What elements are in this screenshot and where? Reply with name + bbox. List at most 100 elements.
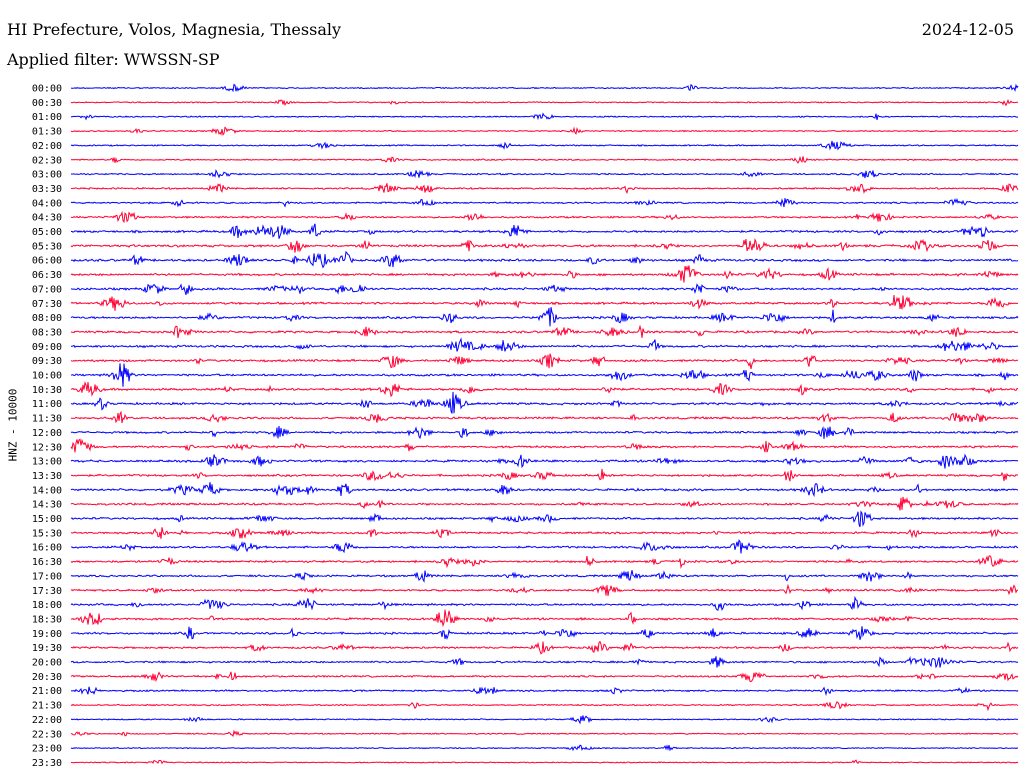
row-tick-label: 18:30 [32, 614, 62, 625]
trace-line [70, 626, 1018, 641]
row-tick-label: 15:30 [32, 528, 62, 539]
row-tick-label: 08:30 [32, 327, 62, 338]
row-tick-label: 01:00 [32, 112, 62, 123]
row-tick-label: 21:30 [32, 701, 62, 712]
row-tick-label: 09:00 [32, 342, 62, 353]
row-tick-label: 05:30 [32, 241, 62, 252]
row-tick-label: 13:00 [32, 457, 62, 468]
trace-line [70, 527, 1019, 539]
row-tick-label: 20:00 [32, 658, 62, 669]
trace-line [70, 283, 1019, 296]
trace-line [70, 112, 1019, 121]
trace-line [70, 183, 1019, 195]
trace-line [71, 729, 1019, 738]
row-tick-label: 03:00 [32, 170, 62, 181]
row-tick-label: 06:30 [32, 270, 62, 281]
row-tick-label: 13:30 [32, 471, 62, 482]
row-tick-label: 09:30 [32, 356, 62, 367]
trace-line [70, 640, 1019, 655]
row-tick-label: 06:00 [32, 256, 62, 267]
trace-line [70, 570, 1019, 583]
trace-line [70, 83, 1019, 93]
trace-line [70, 410, 1019, 424]
row-tick-label: 19:00 [32, 629, 62, 640]
trace-line [70, 197, 1019, 208]
trace-line [70, 155, 1019, 164]
trace-line [70, 425, 1019, 440]
trace-line [70, 353, 1019, 370]
filter-label: Applied filter: WWSSN-SP [7, 50, 220, 69]
trace-line [70, 381, 1019, 398]
trace-line [70, 539, 1019, 554]
trace-line [70, 656, 1019, 669]
trace-line [70, 510, 1019, 528]
row-tick-label: 15:00 [32, 514, 62, 525]
row-tick-label: 11:30 [32, 414, 62, 425]
trace-line [70, 168, 1019, 179]
row-tick-label: 02:30 [32, 155, 62, 166]
trace-line [70, 453, 1019, 469]
row-tick-label: 07:00 [32, 284, 62, 295]
trace-line [70, 140, 1019, 151]
row-tick-label: 12:30 [32, 442, 62, 453]
row-tick-label: 17:00 [32, 571, 62, 582]
row-tick-label: 01:30 [32, 127, 62, 138]
row-tick-label: 21:00 [32, 686, 62, 697]
trace-line [70, 237, 1019, 253]
trace-line [70, 496, 1019, 511]
trace-line [70, 759, 1019, 765]
trace-line [71, 363, 1019, 387]
row-tick-label: 23:00 [32, 744, 62, 755]
row-tick-label: 00:00 [32, 84, 62, 95]
row-tick-label: 08:00 [32, 313, 62, 324]
row-tick-label: 16:00 [32, 543, 62, 554]
row-tick-label: 14:00 [32, 485, 62, 496]
row-tick-label: 19:30 [32, 643, 62, 654]
row-tick-label: 23:30 [32, 758, 62, 769]
row-tick-label: 07:30 [32, 299, 62, 310]
record-date: 2024-12-05 [921, 20, 1014, 39]
trace-line [70, 701, 1019, 712]
trace-line [70, 223, 1019, 239]
trace-line [70, 210, 1019, 224]
row-tick-label: 22:00 [32, 715, 62, 726]
trace-line [70, 438, 1019, 453]
row-tick-label: 17:30 [32, 586, 62, 597]
row-tick-label: 20:30 [32, 672, 62, 683]
trace-line [70, 686, 1019, 697]
row-tick-label: 10:00 [32, 371, 62, 382]
trace-line [70, 609, 1019, 628]
trace-line [70, 324, 1019, 338]
row-tick-label: 10:30 [32, 385, 62, 396]
trace-line [70, 250, 1019, 269]
row-tick-label: 00:30 [32, 98, 62, 109]
trace-line [70, 555, 1019, 569]
row-tick-label: 11:00 [32, 399, 62, 410]
row-tick-label: 16:30 [32, 557, 62, 568]
trace-line [70, 126, 1019, 136]
row-tick-label: 22:30 [32, 729, 62, 740]
row-tick-label: 05:00 [32, 227, 62, 238]
row-tick-label: 18:00 [32, 600, 62, 611]
row-tick-label: 04:00 [32, 198, 62, 209]
station-title: HI Prefecture, Volos, Magnesia, Thessaly [7, 20, 342, 39]
trace-line [70, 391, 1019, 414]
trace-line [70, 715, 1018, 725]
row-tick-label: 04:30 [32, 213, 62, 224]
trace-line [70, 482, 1019, 498]
trace-line [70, 294, 1019, 311]
trace-line [70, 98, 1018, 107]
row-tick-label: 14:30 [32, 500, 62, 511]
trace-line [70, 265, 1019, 283]
trace-line [70, 307, 1019, 327]
row-tick-label: 02:00 [32, 141, 62, 152]
trace-line [71, 337, 1019, 352]
trace-line [70, 583, 1018, 596]
trace-line [70, 595, 1019, 611]
trace-line [70, 671, 1019, 683]
trace-line [70, 744, 1019, 752]
trace-line [70, 468, 1019, 482]
row-tick-label: 12:00 [32, 428, 62, 439]
row-tick-label: 03:30 [32, 184, 62, 195]
